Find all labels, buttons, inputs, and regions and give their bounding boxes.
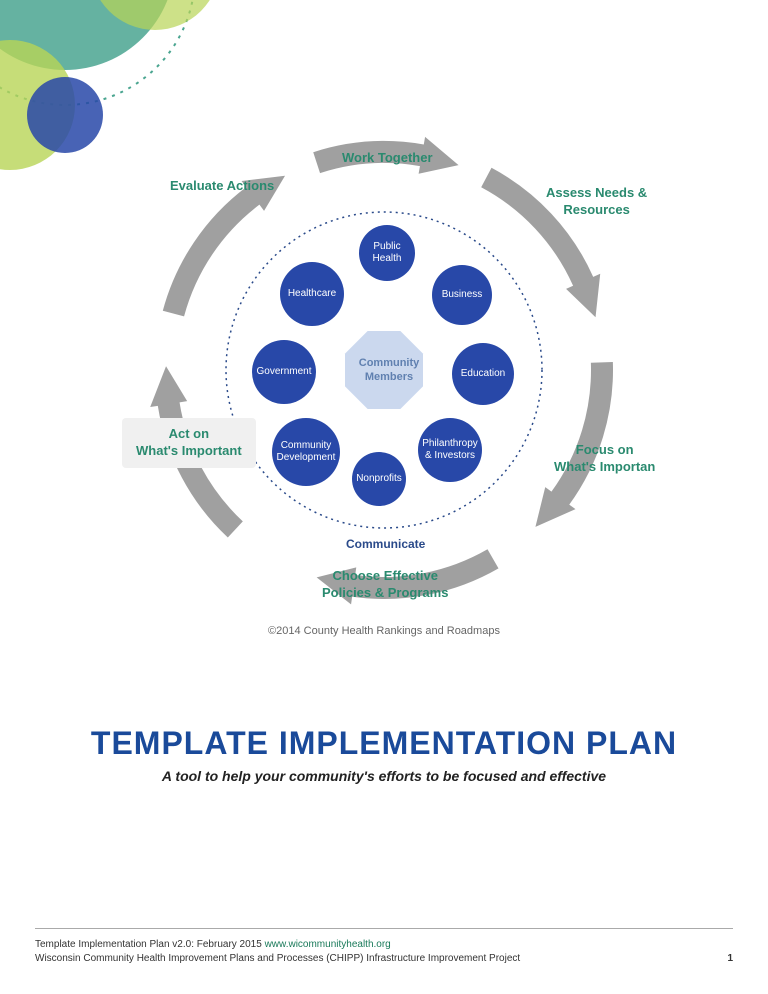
cycle-label: Evaluate Actions [170,178,274,195]
cycle-label: Assess Needs &Resources [546,185,647,219]
footer-line2: Wisconsin Community Health Improvement P… [35,953,520,964]
sector-label: Philanthropy& Investors [418,418,482,482]
cycle-label: Choose EffectivePolicies & Programs [322,568,448,602]
page-number: 1 [727,952,733,966]
footer-line1-prefix: Template Implementation Plan v2.0: Febru… [35,939,265,950]
sector-label: Nonprofits [352,452,406,506]
cycle-label: Work Together [342,150,433,167]
footer-link: www.wicommunityhealth.org [265,939,391,950]
diagram-copyright: ©2014 County Health Rankings and Roadmap… [104,625,664,637]
main-title: TEMPLATE IMPLEMENTATION PLAN [0,725,768,762]
sector-label: Education [452,343,514,405]
subtitle: A tool to help your community's efforts … [0,768,768,784]
footer-rule [35,928,733,929]
sector-label: PublicHealth [359,225,415,281]
center-label: CommunityMembers [350,350,428,390]
act-on-box: Act onWhat's Important [122,418,256,468]
cycle-label: Focus onWhat's Importan [554,442,655,476]
sector-label: Healthcare [280,262,344,326]
sector-label: Government [252,340,316,404]
footer: Template Implementation Plan v2.0: Febru… [35,938,733,966]
inner-label: Communicate [346,537,425,551]
cycle-diagram: Work Together Assess Needs &Resources Focu… [104,130,664,650]
sector-label: Business [432,265,492,325]
sector-label: CommunityDevelopment [272,418,340,486]
